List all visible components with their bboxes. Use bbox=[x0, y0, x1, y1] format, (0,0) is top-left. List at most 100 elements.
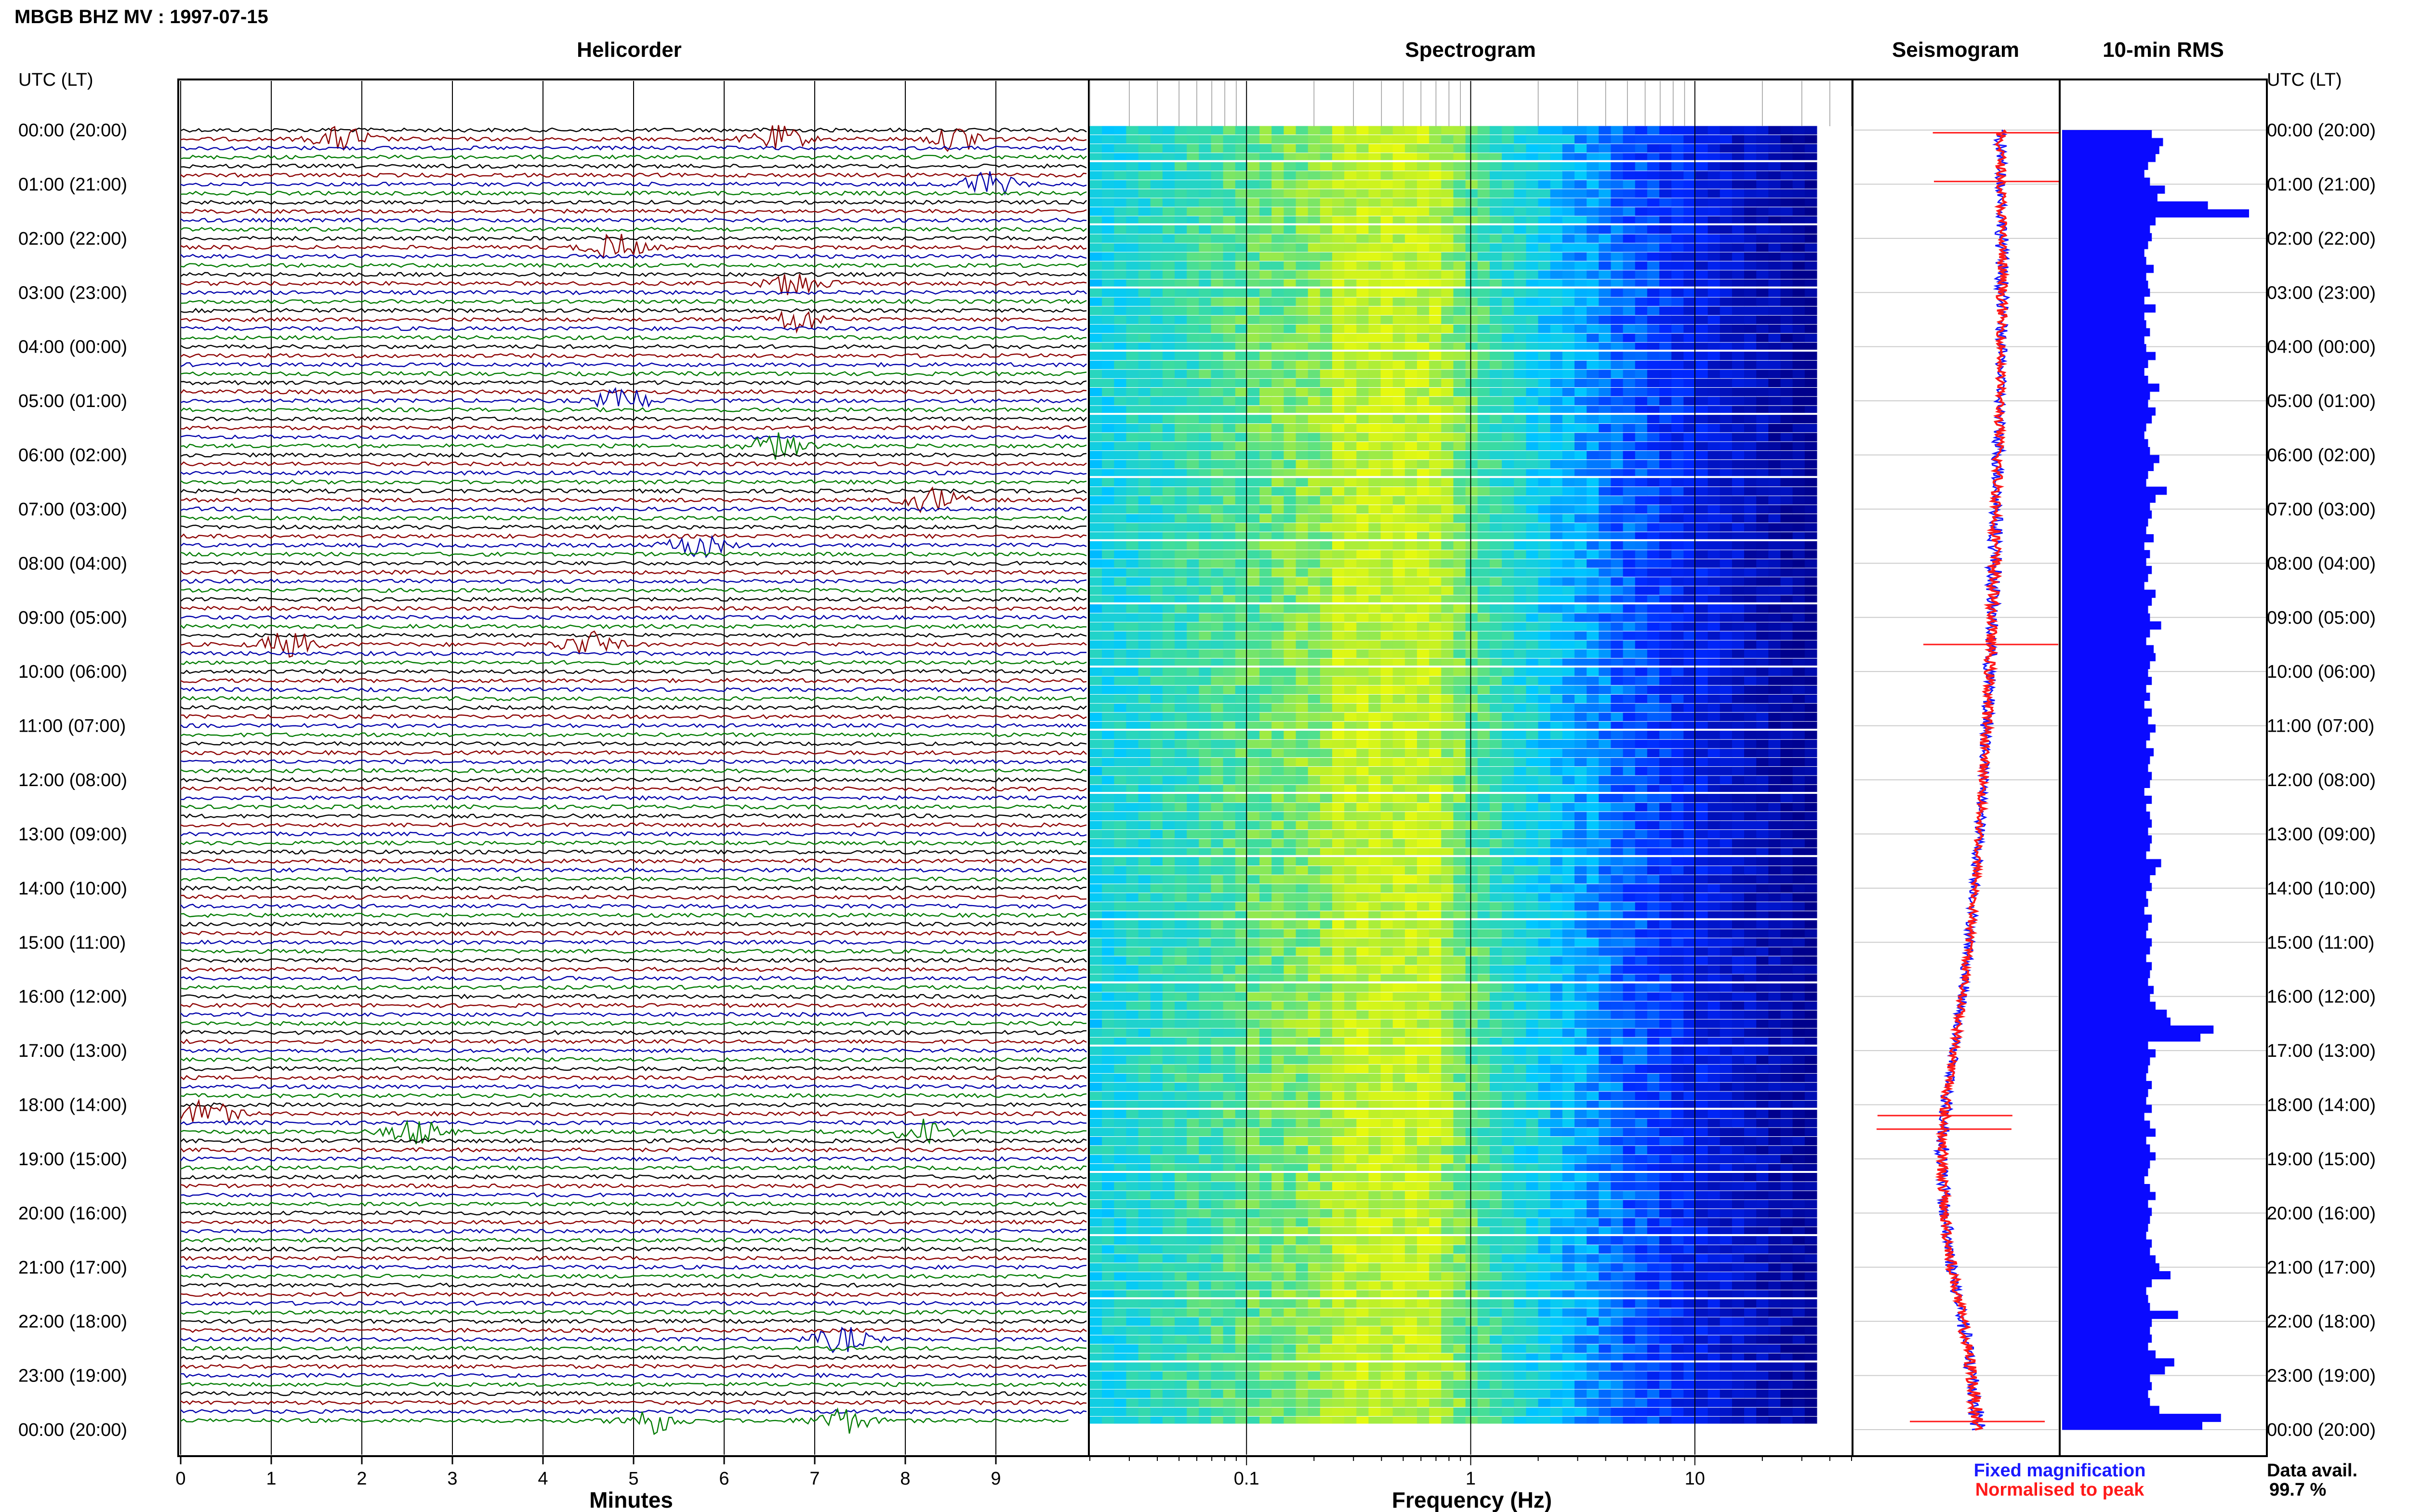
spectrogram-cell-52-3 bbox=[1126, 595, 1139, 603]
spectrogram-cell-13-50 bbox=[1695, 243, 1708, 252]
spectrogram-image bbox=[1090, 126, 1817, 1424]
spectrogram-cell-42-54 bbox=[1744, 505, 1757, 514]
spectrogram-cell-25-28 bbox=[1429, 352, 1442, 360]
spectrogram-cell-58-6 bbox=[1162, 649, 1175, 658]
spectrogram-cell-3-49 bbox=[1683, 153, 1696, 160]
spectrogram-cell-19-11 bbox=[1223, 297, 1236, 306]
spectrogram-cell-53-5 bbox=[1150, 604, 1163, 613]
spectrogram-cell-74-30 bbox=[1453, 794, 1466, 802]
spectrogram-cell-64-24 bbox=[1380, 703, 1393, 712]
spectrogram-cell-70-40 bbox=[1575, 758, 1587, 766]
spectrogram-cell-78-53 bbox=[1732, 830, 1745, 839]
spectrogram-cell-66-9 bbox=[1199, 722, 1211, 729]
spectrogram-cell-72-19 bbox=[1320, 776, 1333, 785]
spectrogram-cell-66-45 bbox=[1635, 722, 1648, 729]
spectrogram-cell-7-50 bbox=[1695, 189, 1708, 198]
spectrogram-cell-68-16 bbox=[1284, 739, 1297, 749]
spectrogram-cell-44-5 bbox=[1150, 523, 1163, 532]
spectrogram-cell-33-22 bbox=[1356, 423, 1369, 433]
spectrogram-cell-64-42 bbox=[1599, 703, 1611, 712]
spectrogram-cell-11-24 bbox=[1380, 225, 1393, 234]
spectrogram-cell-53-11 bbox=[1223, 604, 1236, 613]
rms-title: 10-min RMS bbox=[2103, 38, 2224, 62]
spectrogram-cell-1-4 bbox=[1138, 135, 1151, 144]
spectrogram-cell-17-2 bbox=[1114, 279, 1126, 287]
spectrogram-cell-28-44 bbox=[1623, 379, 1636, 387]
spectrogram-cell-23-4 bbox=[1138, 333, 1151, 342]
spectrogram-cell-65-6 bbox=[1162, 712, 1175, 722]
spectrogram-cell-67-10 bbox=[1211, 731, 1224, 739]
spectrogram-cell-50-25 bbox=[1392, 577, 1405, 586]
spectrogram-cell-65-12 bbox=[1235, 712, 1248, 722]
spectrogram-cell-1-48 bbox=[1671, 135, 1684, 144]
spectrogram-cell-13-15 bbox=[1271, 243, 1284, 252]
spectrogram-cell-37-58 bbox=[1792, 460, 1805, 469]
spectrogram-cell-76-23 bbox=[1368, 812, 1381, 821]
spectrogram-cell-20-15 bbox=[1271, 306, 1284, 316]
spectrogram-cell-38-7 bbox=[1175, 469, 1187, 476]
spectrogram-cell-36-3 bbox=[1126, 451, 1139, 460]
spectrogram-cell-66-14 bbox=[1259, 722, 1272, 729]
spectrogram-cell-15-55 bbox=[1756, 261, 1769, 270]
spectrogram-cell-8-43 bbox=[1611, 198, 1624, 207]
spectrogram-cell-3-3 bbox=[1126, 153, 1139, 160]
spectrogram-cell-28-53 bbox=[1732, 379, 1745, 387]
spectrogram-cell-42-52 bbox=[1720, 505, 1733, 514]
spectrogram-cell-7-47 bbox=[1659, 189, 1672, 198]
helicorder-trace-106 bbox=[180, 1084, 1087, 1090]
spectrogram-cell-42-28 bbox=[1429, 505, 1442, 514]
spectrogram-cell-35-49 bbox=[1683, 442, 1696, 451]
spectrogram-cell-19-9 bbox=[1199, 297, 1211, 306]
spectrogram-cell-17-23 bbox=[1368, 279, 1381, 287]
spectrogram-cell-45-17 bbox=[1296, 532, 1309, 539]
spectrogram-cell-76-34 bbox=[1502, 812, 1514, 821]
spectrogram-cell-22-52 bbox=[1720, 324, 1733, 333]
spectrogram-cell-61-20 bbox=[1332, 676, 1345, 685]
spectrogram-cell-72-32 bbox=[1477, 776, 1490, 785]
spectrogram-cell-44-4 bbox=[1138, 523, 1151, 532]
spectrogram-cell-40-48 bbox=[1671, 487, 1684, 496]
spectrogram-cell-18-39 bbox=[1562, 288, 1575, 297]
spectrogram-cell-75-25 bbox=[1392, 802, 1405, 812]
spectrogram-cell-8-16 bbox=[1284, 198, 1297, 207]
spectrogram-cell-48-34 bbox=[1502, 559, 1514, 568]
spectrogram-cell-55-25 bbox=[1392, 622, 1405, 631]
spectrogram-cell-63-2 bbox=[1114, 695, 1126, 703]
spectrogram-cell-5-47 bbox=[1659, 171, 1672, 180]
spectrogram-cell-3-59 bbox=[1804, 153, 1817, 160]
spectrogram-cell-62-11 bbox=[1223, 685, 1236, 694]
spectrogram-cell-36-2 bbox=[1114, 451, 1126, 460]
spectrogram-cell-5-36 bbox=[1526, 171, 1539, 180]
spectrogram-cell-41-8 bbox=[1187, 496, 1199, 505]
spectrogram-cell-47-17 bbox=[1296, 550, 1309, 559]
spectrogram-cell-65-30 bbox=[1453, 712, 1466, 722]
spectrogram-cell-56-39 bbox=[1562, 631, 1575, 640]
spectrogram-cell-3-13 bbox=[1247, 153, 1260, 160]
spectrogram-cell-18-58 bbox=[1792, 288, 1805, 297]
spectrogram-cell-63-36 bbox=[1526, 695, 1539, 703]
spectrogram-cell-28-14 bbox=[1259, 379, 1272, 387]
spectrogram-cell-33-34 bbox=[1502, 423, 1514, 433]
spectrogram-cell-2-32 bbox=[1477, 144, 1490, 153]
spectrogram-cell-24-27 bbox=[1417, 342, 1430, 350]
spectrogram-cell-40-46 bbox=[1647, 487, 1660, 496]
spectrogram-cell-40-43 bbox=[1611, 487, 1624, 496]
spectrogram-cell-39-11 bbox=[1223, 478, 1236, 486]
spectrogram-cell-64-2 bbox=[1114, 703, 1126, 712]
spectrogram-cell-7-23 bbox=[1368, 189, 1381, 198]
spectrogram-cell-53-0 bbox=[1090, 604, 1102, 613]
spectrogram-cell-71-22 bbox=[1356, 766, 1369, 776]
spectrogram-cell-31-26 bbox=[1404, 406, 1417, 413]
spectrogram-cell-59-37 bbox=[1538, 658, 1551, 666]
spectrogram-cell-21-45 bbox=[1635, 316, 1648, 324]
spectrogram-cell-4-41 bbox=[1587, 162, 1599, 171]
spectrogram-cell-4-7 bbox=[1175, 162, 1187, 171]
spectrogram-cell-66-12 bbox=[1235, 722, 1248, 729]
spectrogram-cell-62-52 bbox=[1720, 685, 1733, 694]
spectrogram-cell-34-21 bbox=[1344, 433, 1357, 442]
spectrogram-cell-77-41 bbox=[1587, 821, 1599, 829]
spectrogram-cell-72-1 bbox=[1102, 776, 1114, 785]
spectrogram-cell-46-23 bbox=[1368, 541, 1381, 550]
spectrogram-cell-16-35 bbox=[1514, 270, 1526, 279]
spectrogram-cell-5-7 bbox=[1175, 171, 1187, 180]
